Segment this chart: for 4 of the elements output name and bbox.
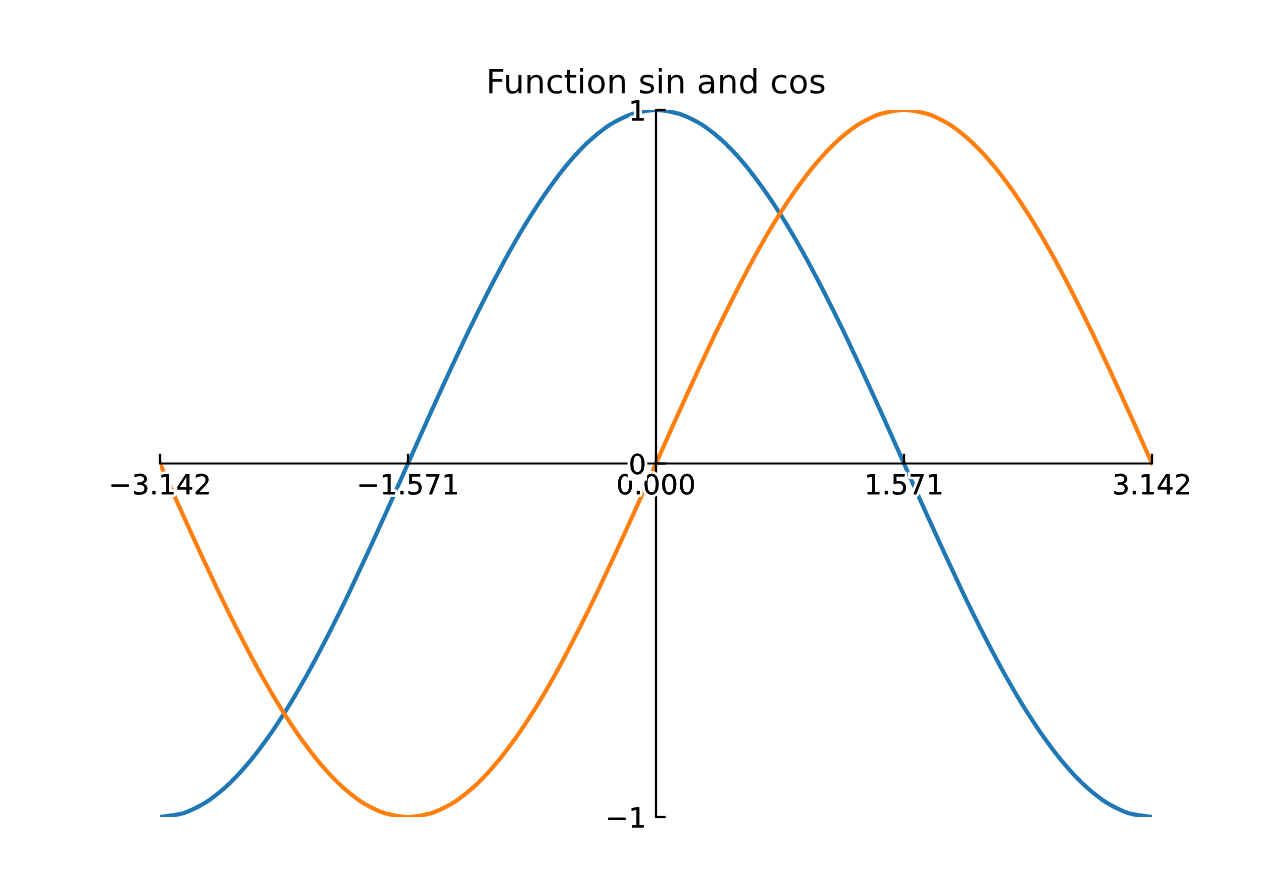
y-tick-label: −1	[608, 807, 644, 828]
y-tick-label: 0	[630, 453, 645, 475]
x-tick-label: 3.142	[1114, 473, 1189, 495]
chart-title: Function sin and cos	[489, 68, 825, 94]
